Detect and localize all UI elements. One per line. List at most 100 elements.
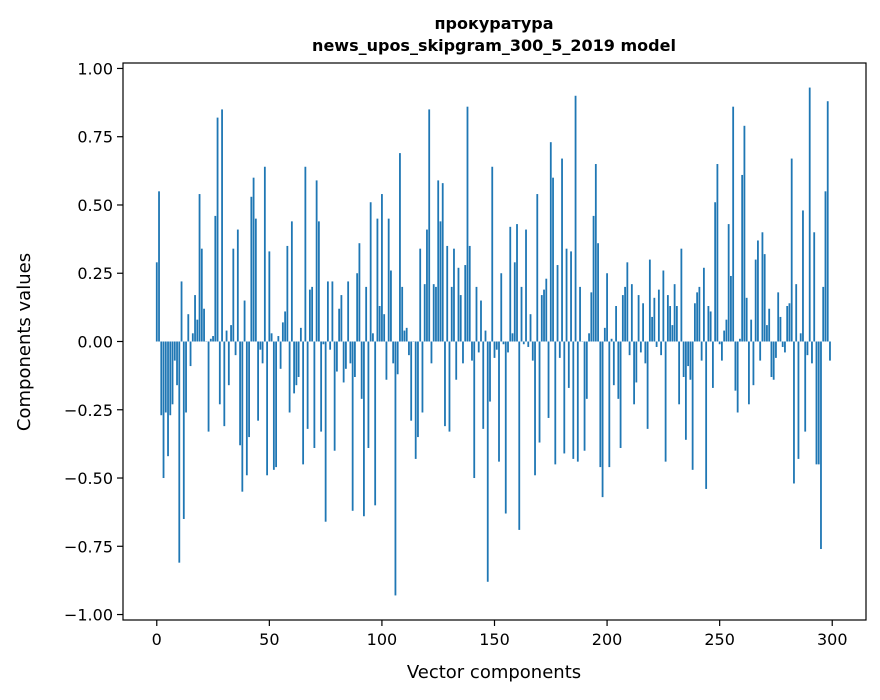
bar [748, 342, 750, 405]
bar [622, 295, 624, 341]
bar [827, 101, 829, 341]
bar [359, 243, 361, 341]
bar [203, 309, 205, 342]
bar [712, 342, 714, 388]
bar [721, 342, 723, 361]
bar [460, 295, 462, 341]
bar [167, 342, 169, 457]
bar [775, 342, 777, 358]
bar [586, 342, 588, 399]
bar [390, 271, 392, 342]
bar [611, 339, 613, 342]
bar [397, 342, 399, 375]
bar [629, 342, 631, 356]
bar [223, 342, 225, 427]
bar [424, 284, 426, 341]
bar [422, 342, 424, 413]
bar [658, 290, 660, 342]
bar [176, 342, 178, 386]
bar [539, 342, 541, 443]
bar [458, 268, 460, 342]
bar [266, 342, 268, 476]
bar [793, 342, 795, 484]
bar [559, 342, 561, 358]
bar [226, 331, 228, 342]
bar [426, 230, 428, 342]
bar [800, 333, 802, 341]
bar [300, 328, 302, 342]
bar [593, 216, 595, 342]
bar [750, 320, 752, 342]
bar [372, 333, 374, 341]
bar [214, 216, 216, 342]
bar [521, 287, 523, 342]
bar [199, 194, 201, 341]
bar [820, 342, 822, 550]
bar [534, 342, 536, 476]
bar [163, 342, 165, 479]
bar [298, 342, 300, 377]
bar [543, 290, 545, 342]
bar [617, 342, 619, 399]
bar [433, 284, 435, 341]
bar [239, 342, 241, 446]
bar [804, 342, 806, 432]
bar [190, 342, 192, 367]
bar [620, 342, 622, 448]
bar [665, 342, 667, 462]
bar [277, 336, 279, 341]
bar [309, 290, 311, 342]
y-tick-label: 0.75 [77, 128, 113, 147]
bar [304, 167, 306, 342]
bar [289, 342, 291, 413]
y-tick-label: −0.75 [64, 537, 113, 556]
bar [541, 295, 543, 341]
bar [689, 342, 691, 380]
bar [313, 342, 315, 448]
bar [512, 333, 514, 341]
bar [178, 342, 180, 563]
bar [705, 342, 707, 489]
bar [741, 175, 743, 342]
bar [174, 342, 176, 361]
bar [557, 265, 559, 341]
bar [302, 342, 304, 465]
bar [795, 284, 797, 341]
bar [241, 342, 243, 492]
y-tick-label: 1.00 [77, 59, 113, 78]
bar [633, 342, 635, 405]
bar [527, 342, 529, 347]
bar [829, 342, 831, 361]
bar [487, 342, 489, 582]
bar [343, 342, 345, 383]
bar [624, 287, 626, 342]
bar [626, 262, 628, 341]
chart-title: прокуратура [435, 14, 554, 33]
bar [275, 342, 277, 468]
bar [762, 232, 764, 341]
bar [169, 342, 171, 416]
bar [469, 246, 471, 342]
bar [368, 342, 370, 448]
bar [494, 342, 496, 358]
bar [714, 202, 716, 341]
bar [185, 342, 187, 413]
bar [604, 328, 606, 342]
bar [597, 243, 599, 341]
bar [496, 342, 498, 350]
bar [782, 342, 784, 347]
bar [379, 306, 381, 341]
bar [246, 342, 248, 476]
x-tick-label: 300 [817, 630, 848, 649]
bar [453, 249, 455, 342]
bar [485, 331, 487, 342]
bar [183, 342, 185, 519]
bar [703, 268, 705, 342]
bar [295, 342, 297, 386]
bar [437, 180, 439, 341]
x-tick-label: 200 [592, 630, 623, 649]
bar [219, 342, 221, 405]
bar [451, 287, 453, 342]
bar [572, 342, 574, 459]
bar [311, 287, 313, 342]
